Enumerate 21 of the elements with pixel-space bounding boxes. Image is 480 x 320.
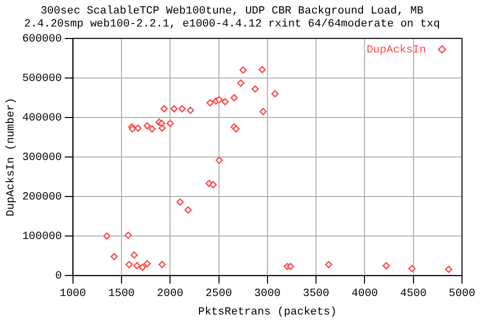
legend-label: DupAcksIn (366, 44, 426, 56)
y-tick-label: 400000 (22, 112, 62, 124)
y-tick-label: 200000 (22, 191, 62, 204)
y-tick-label: 500000 (22, 72, 62, 85)
chart-title: 300sec ScalableTCP Web100tune, UDP CBR Background Load, MB (40, 6, 424, 18)
x-tick-label: 2000 (156, 288, 184, 300)
y-axis-title: DupAcksIn (number) (6, 98, 18, 216)
chart-subtitle: 2.4.20smp web100-2.2.1, e1000-4.4.12 rxint 64/64moderate on txq (24, 18, 440, 31)
x-tick-label: 4500 (400, 288, 427, 300)
x-tick-label: 5000 (448, 288, 476, 300)
x-tick-label: 3500 (302, 288, 330, 300)
x-tick-label: 4000 (352, 288, 378, 300)
x-tick-label: 3000 (254, 288, 281, 300)
y-tick-label: 0 (55, 270, 62, 283)
x-tick-label: 1500 (108, 288, 135, 300)
x-tick-label: 1000 (60, 288, 86, 300)
x-axis-title: PktsRetrans (packets) (198, 306, 337, 318)
x-tick-label: 2500 (206, 288, 232, 300)
y-tick-label: 100000 (22, 230, 62, 243)
y-tick-label: 600000 (22, 33, 62, 46)
y-tick-label: 300000 (22, 152, 62, 164)
